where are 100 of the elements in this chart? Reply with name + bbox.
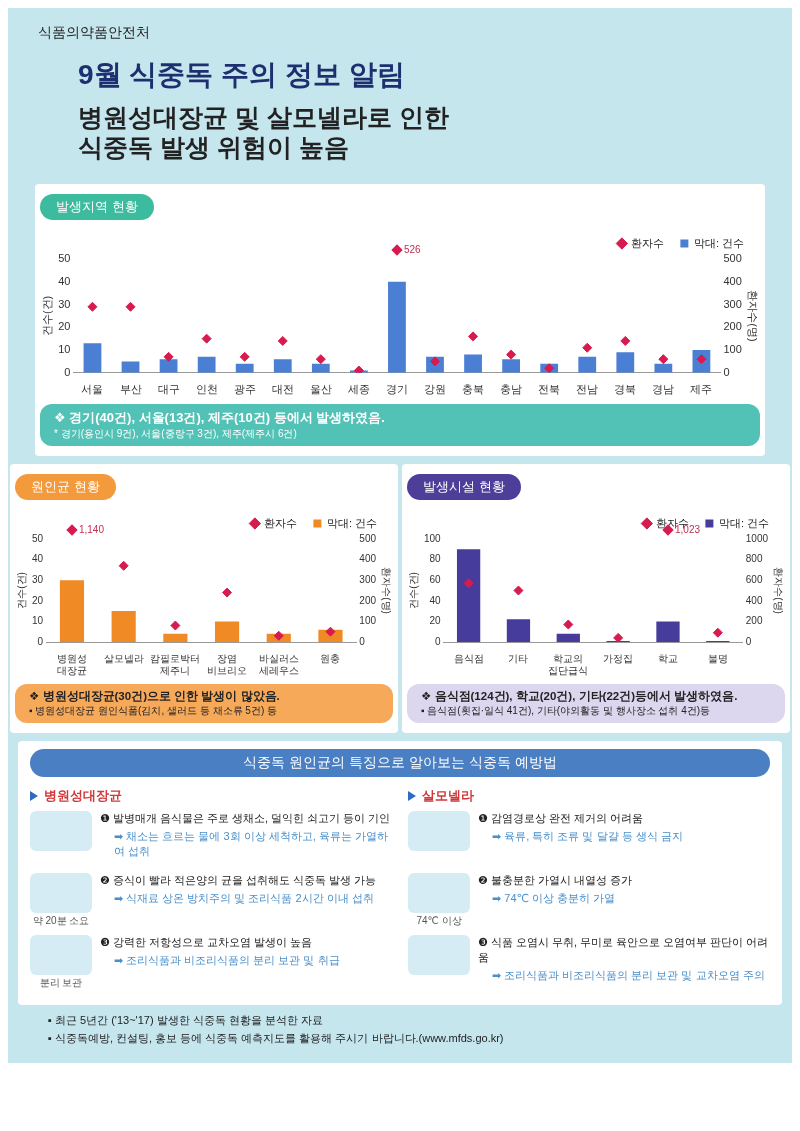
legend-label: 막대: 건수 <box>326 516 378 529</box>
x-tick-label: 불명 <box>707 652 728 664</box>
point <box>506 349 517 360</box>
point <box>658 354 669 365</box>
text: 병원성대장균 <box>44 787 122 805</box>
text: ❖ 경기(40건), 서울(13건), 제주(10건) 등에서 발생하였음. <box>54 409 386 427</box>
bar <box>111 611 136 642</box>
point <box>170 620 181 631</box>
text: 살모넬라 <box>422 787 474 805</box>
point <box>222 587 233 598</box>
y-tick-label: 40 <box>429 594 442 606</box>
text: ❖ 음식점(124건), 학교(20건), 기타(22건)등에서 발생하였음. <box>421 689 739 704</box>
legend-label: 환자수 <box>264 516 298 529</box>
y2-tick-label: 200 <box>359 594 377 606</box>
y-tick-label: 30 <box>58 297 71 310</box>
y-tick-label: 50 <box>58 252 71 265</box>
y-tick-label: 40 <box>32 553 44 565</box>
text: 식중독 원인균의 특징으로 알아보는 식중독 예방법 <box>30 749 770 777</box>
x-tick-label: 부산 <box>119 383 142 396</box>
bar <box>197 356 216 373</box>
y2-tick-label: 100 <box>723 343 742 356</box>
y2-tick-label: 400 <box>745 594 763 606</box>
point <box>163 351 174 362</box>
point <box>277 335 288 346</box>
x-tick-label: 장염 비브리오 <box>207 652 248 676</box>
x-tick-label: 충북 <box>462 383 485 396</box>
point <box>563 619 574 630</box>
x-tick-label: 제주 <box>690 383 713 396</box>
x-tick-label: 학교의 집단급식 <box>548 652 589 676</box>
point <box>118 560 129 571</box>
bar <box>273 359 292 373</box>
text: 1,140 <box>78 523 105 535</box>
y-tick-label: 20 <box>32 594 44 606</box>
y-tick-label: 20 <box>58 320 71 333</box>
text: 병원성대장균 및 살모넬라로 인한 식중독 발생 위험이 높음 <box>78 102 450 162</box>
y-tick-label: 0 <box>435 635 442 647</box>
x-tick-label: 울산 <box>309 383 332 396</box>
legend-label: 막대: 건수 <box>718 516 770 529</box>
x-tick-label: 캄필로박터 제주니 <box>150 652 201 676</box>
y2-axis-title: 환자수(명) <box>773 567 785 614</box>
x-tick-label: 충남 <box>500 383 523 396</box>
y-axis-title: 건수(건) <box>407 572 419 609</box>
point <box>315 354 326 365</box>
text: ➡ 조리식품과 비조리식품의 분리 보관 및 교차오염 주의 <box>491 968 766 983</box>
text: ▪ 식중독예방, 컨설팅, 홍보 등에 식중독 예측지도를 활용해 주시기 바랍니다.(www.mfds.go.kr) <box>48 1031 505 1046</box>
y2-tick-label: 0 <box>359 635 366 647</box>
chart-title: 발생시설 현황 <box>407 474 521 500</box>
y-tick-label: 80 <box>429 553 442 565</box>
x-tick-label: 기타 <box>508 652 529 664</box>
text: * 경기(용인시 9건), 서울(중랑구 3건), 제주(제주시 6건) <box>54 427 298 441</box>
text: 식품의약품안전처 <box>38 24 151 42</box>
text: ➡ 식재료 상온 방치주의 및 조리식품 2시간 이내 섭취 <box>113 891 375 906</box>
x-tick-label: 경남 <box>652 383 675 396</box>
x-tick-label: 살모넬라 <box>103 652 144 664</box>
text: 분리 보관 <box>38 976 84 990</box>
x-tick-label: 세종 <box>347 383 370 396</box>
text: ▪ 병원성대장균 원인식품(김치, 샐러드 등 채소류 5건) 등 <box>29 704 278 718</box>
y-tick-label: 10 <box>58 343 71 356</box>
text: ❸ 강력한 저항성으로 교차오염 발생이 높음 <box>100 935 314 950</box>
text: ➡ 육류, 특히 조류 및 달걀 등 생식 금지 <box>491 829 683 844</box>
text: ➡ 조리식품과 비조리식품의 분리 보관 및 취급 <box>113 953 340 968</box>
bar <box>578 356 597 373</box>
point <box>582 342 593 353</box>
y-tick-label: 40 <box>58 274 71 287</box>
x-tick-label: 학교 <box>657 652 678 664</box>
point <box>613 632 624 642</box>
y2-tick-label: 400 <box>723 274 742 287</box>
bar <box>59 580 85 642</box>
x-tick-label: 인천 <box>195 383 218 396</box>
point <box>463 578 474 589</box>
text: 약 20분 소요 <box>31 914 91 928</box>
y2-tick-label: 300 <box>359 573 377 585</box>
point <box>273 630 284 641</box>
bar <box>506 619 531 642</box>
x-tick-label: 강원 <box>424 383 446 396</box>
bar <box>456 549 481 642</box>
y2-tick-label: 0 <box>745 635 752 647</box>
x-tick-label: 경북 <box>614 383 637 396</box>
text: ➡ 채소는 흐르는 물에 3회 이상 세척하고, 육류는 가열하여 섭취 <box>113 829 389 859</box>
bar <box>502 359 521 373</box>
y-tick-label: 0 <box>64 365 71 378</box>
y2-tick-label: 1000 <box>745 532 769 544</box>
y2-tick-label: 300 <box>723 297 742 310</box>
y-tick-label: 60 <box>429 573 442 585</box>
bar <box>214 621 240 642</box>
bar <box>616 352 635 373</box>
text: ❷ 불충분한 가열시 내열성 증가 <box>478 873 633 888</box>
x-tick-label: 전남 <box>576 383 599 396</box>
y2-tick-label: 400 <box>359 553 377 565</box>
bar <box>121 361 140 373</box>
chart-title: 원인균 현황 <box>15 474 116 500</box>
point <box>125 301 136 312</box>
bar <box>388 281 406 373</box>
x-tick-label: 광주 <box>233 383 256 396</box>
y-tick-label: 20 <box>429 615 442 627</box>
legend-label: 환자수 <box>631 236 665 249</box>
text: ❸ 식품 오염시 무취, 무미로 육안으로 오염여부 판단이 어려움 <box>478 935 770 965</box>
y2-tick-label: 200 <box>723 320 742 333</box>
y-tick-label: 50 <box>32 532 44 544</box>
x-tick-label: 바실러스 세레우스 <box>258 652 299 676</box>
